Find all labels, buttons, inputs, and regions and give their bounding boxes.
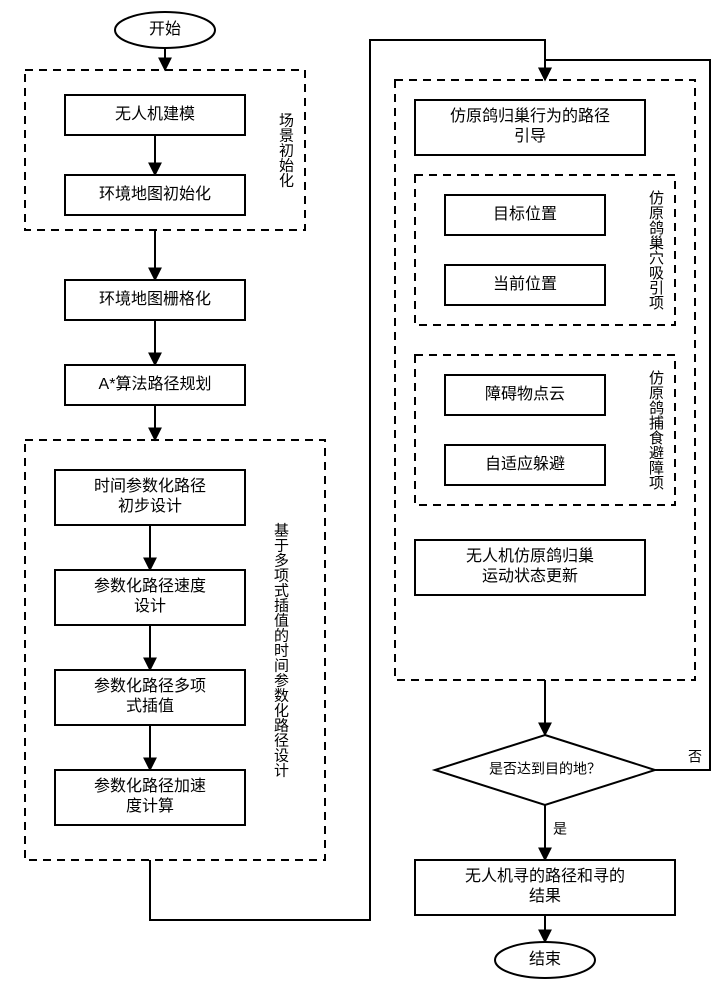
p1-l2: 初步设计	[118, 497, 182, 515]
p2-l2: 设计	[134, 597, 166, 615]
p4-l2: 度计算	[126, 796, 174, 815]
current-label: 当前位置	[493, 275, 557, 293]
guide-l2: 引导	[514, 127, 546, 145]
yes-label: 是	[553, 821, 567, 837]
attract-vlabel: 仿原鸽巢穴吸引项	[647, 190, 664, 310]
no-label: 否	[688, 749, 702, 765]
adaptive-label: 自适应躲避	[485, 454, 565, 473]
flowchart-canvas: 开始 场景初始化 无人机建模 环境地图初始化 环境地图栅格化 A*算法路径规划 …	[0, 0, 717, 1000]
scene-init-vlabel: 场景初始化	[277, 113, 294, 188]
p3-l2: 式插值	[126, 697, 174, 715]
target-label: 目标位置	[493, 205, 557, 223]
p3-l1: 参数化路径多项	[94, 677, 206, 695]
env-map-init-label: 环境地图初始化	[99, 184, 211, 203]
obstacle-label: 障碍物点云	[485, 385, 565, 403]
astar-label: A*算法路径规划	[99, 374, 212, 393]
grid-label: 环境地图栅格化	[99, 289, 211, 308]
end-label: 结束	[529, 950, 561, 968]
result-l2: 结果	[529, 887, 561, 905]
decision-label: 是否达到目的地？	[489, 761, 601, 777]
result-l1: 无人机寻的路径和寻的	[465, 867, 625, 885]
start-label: 开始	[149, 20, 181, 38]
state-update-l1: 无人机仿原鸽归巢	[466, 547, 594, 565]
p2-l1: 参数化路径速度	[94, 577, 206, 595]
state-update-l2: 运动状态更新	[482, 567, 578, 585]
avoid-vlabel: 仿原鸽捕食避障项	[647, 370, 664, 490]
p1-l1: 时间参数化路径	[94, 477, 206, 495]
uav-model-label: 无人机建模	[115, 105, 195, 123]
param-path-vlabel: 基于多项式插值的时间参数化路径设计	[272, 523, 289, 778]
p4-l1: 参数化路径加速	[94, 777, 206, 795]
guide-l1: 仿原鸽归巢行为的路径	[450, 107, 610, 125]
